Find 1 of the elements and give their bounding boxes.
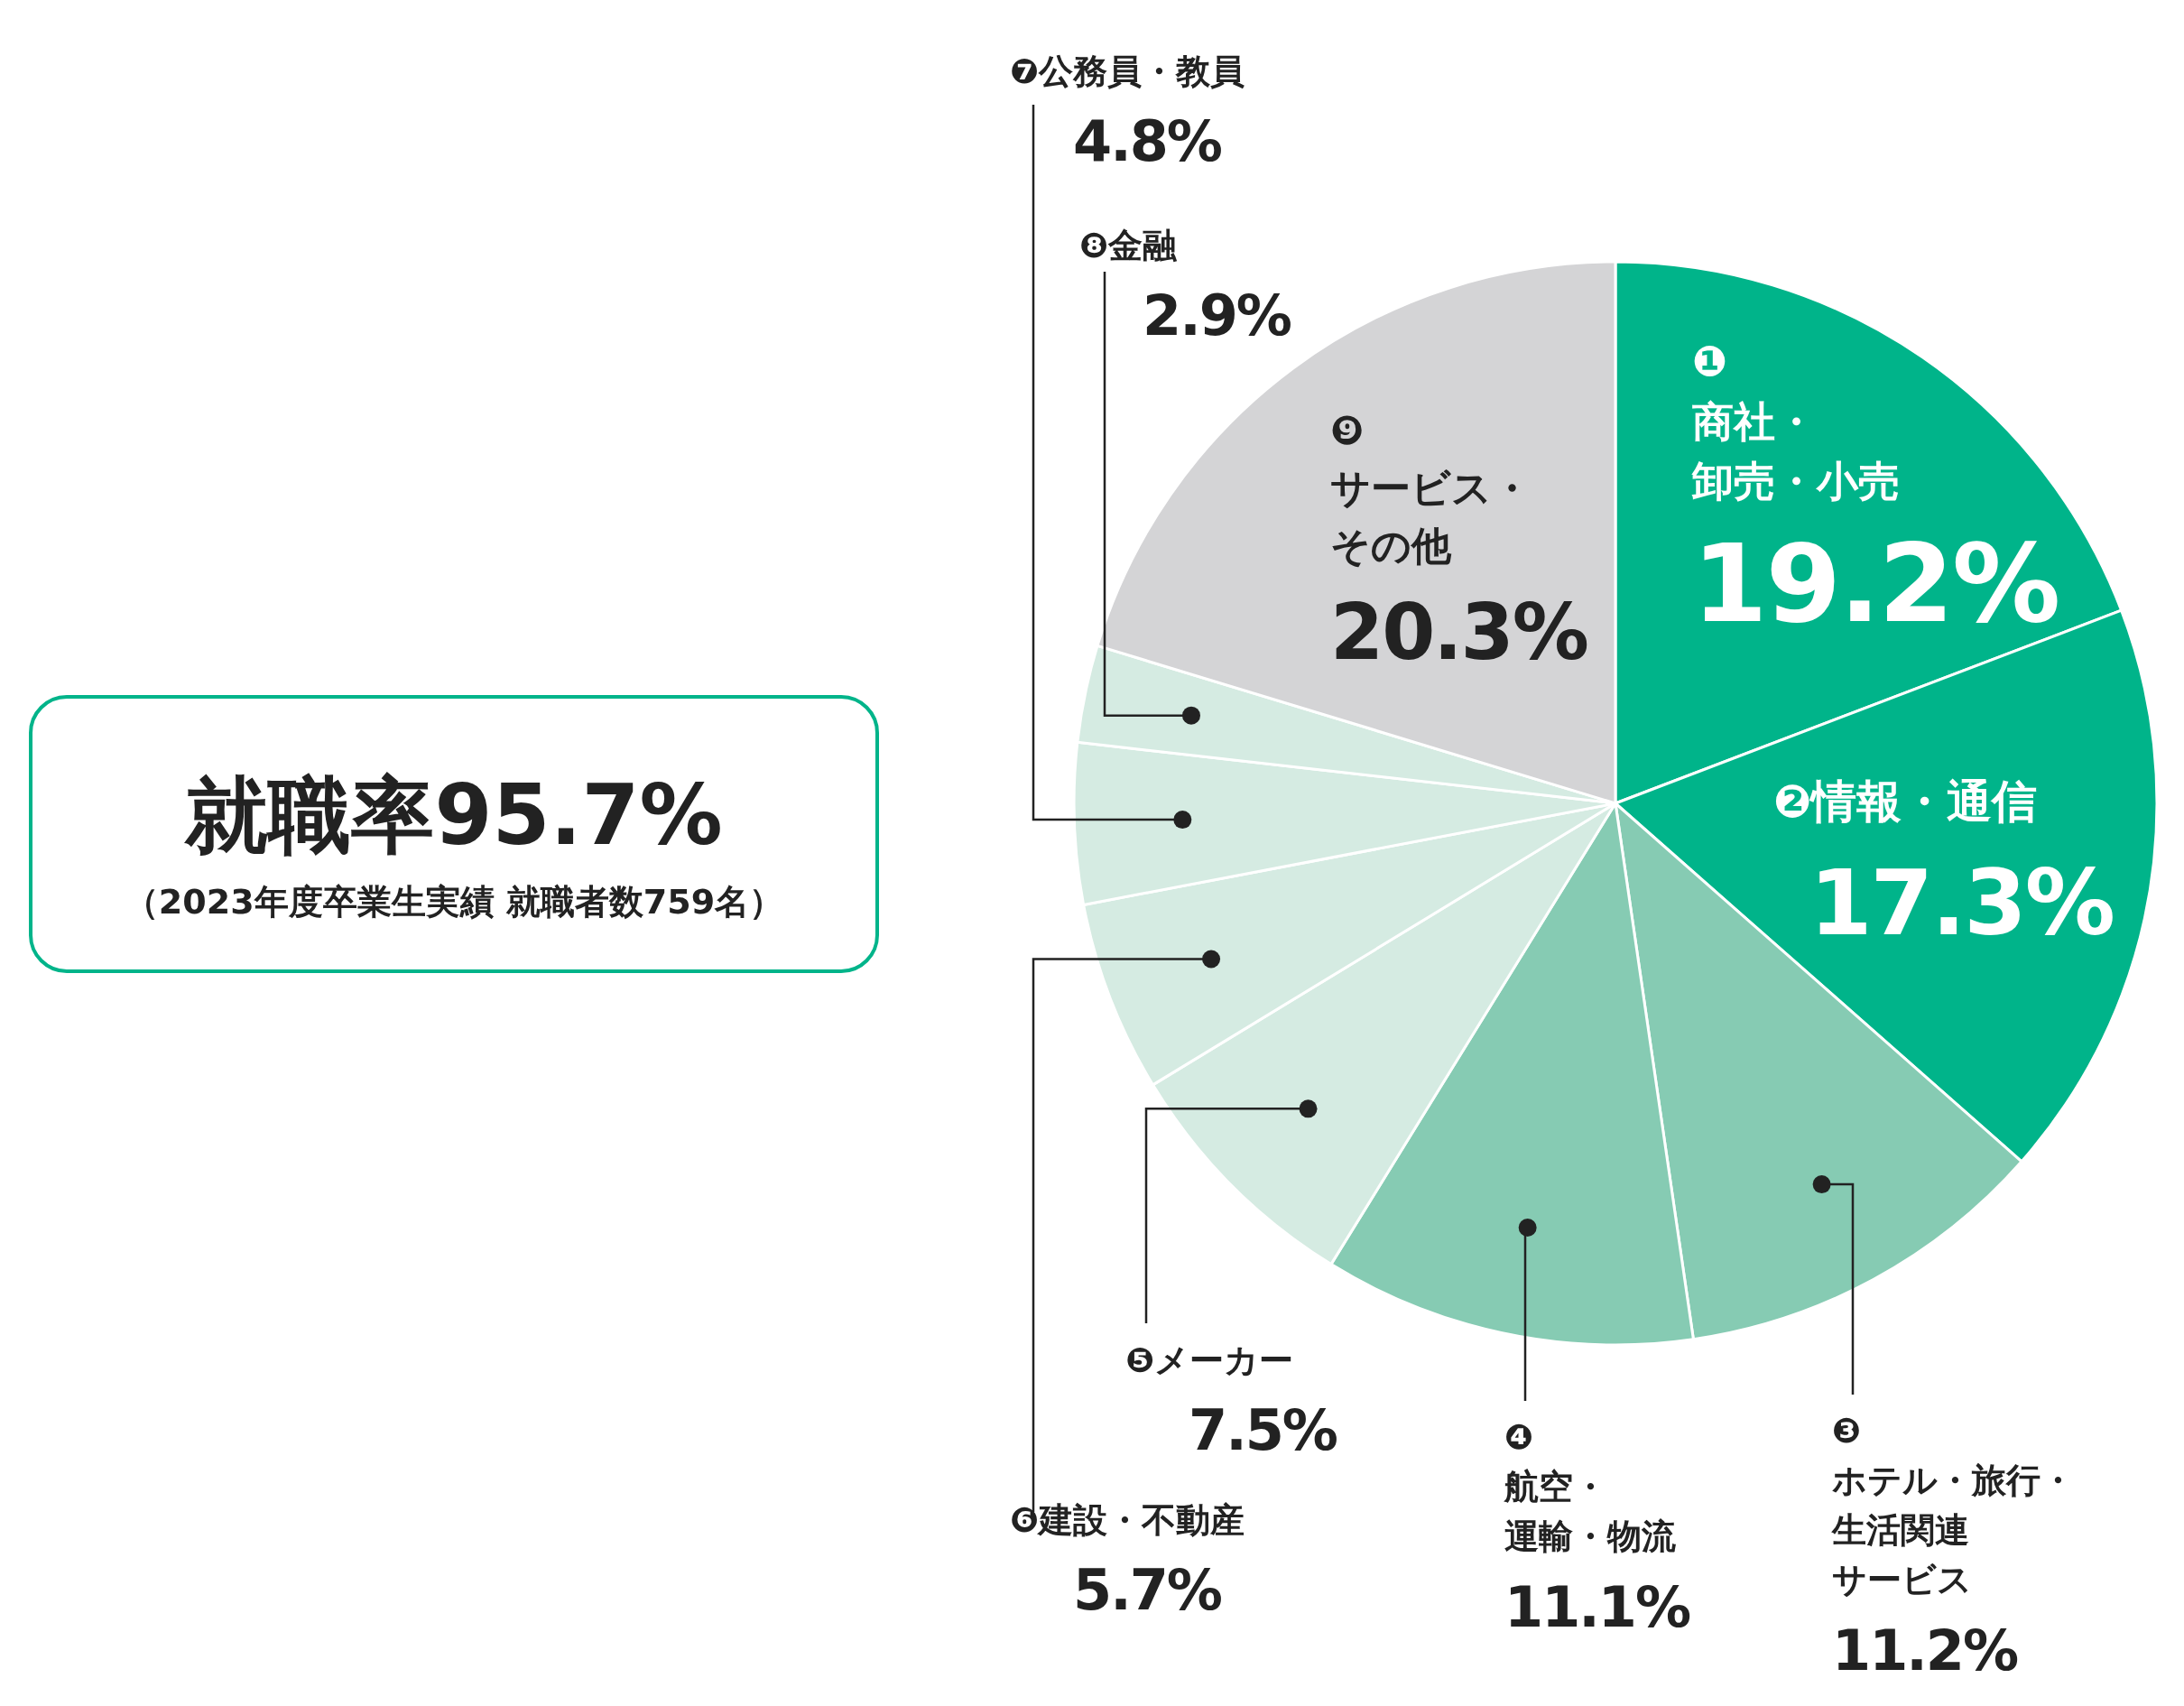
rate-box: 就職率95.7% （2023年度卒業生実績 就職者数759名） bbox=[29, 695, 879, 973]
